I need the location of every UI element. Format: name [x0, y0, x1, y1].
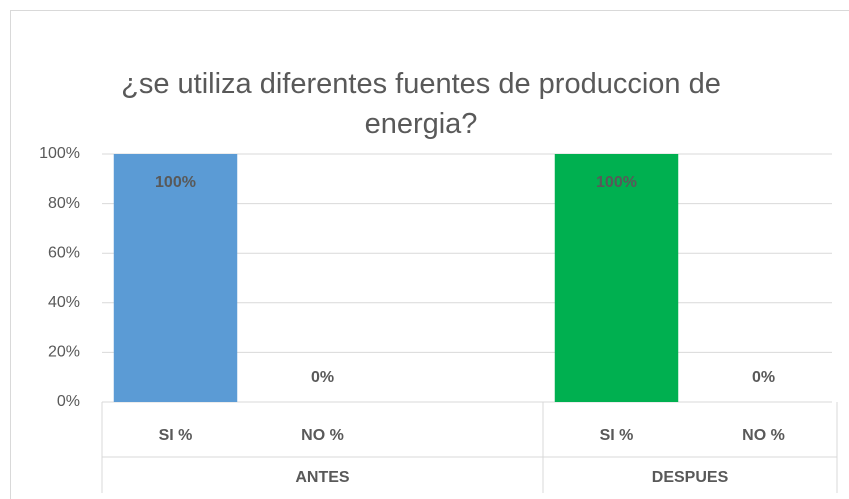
group-label: ANTES [295, 469, 350, 486]
y-tick-label: 20% [48, 344, 80, 361]
x-tick-label: NO % [301, 427, 344, 444]
y-tick-label: 0% [57, 393, 80, 410]
data-label: 0% [311, 369, 334, 386]
group-label: DESPUES [652, 469, 729, 486]
x-tick-label: SI % [159, 427, 193, 444]
x-tick-label: SI % [600, 427, 634, 444]
chart-title: ¿se utiliza diferentes fuentes de produc… [121, 68, 721, 140]
data-label: 0% [752, 369, 775, 386]
y-tick-label: 40% [48, 294, 80, 311]
bar [554, 154, 679, 402]
bar [113, 154, 238, 402]
data-label: 100% [155, 174, 196, 191]
x-tick-label: NO % [742, 427, 785, 444]
y-tick-label: 100% [39, 145, 80, 162]
y-tick-label: 60% [48, 244, 80, 261]
y-tick-label: 80% [48, 195, 80, 212]
chart-border [10, 10, 849, 499]
data-label: 100% [596, 174, 637, 191]
